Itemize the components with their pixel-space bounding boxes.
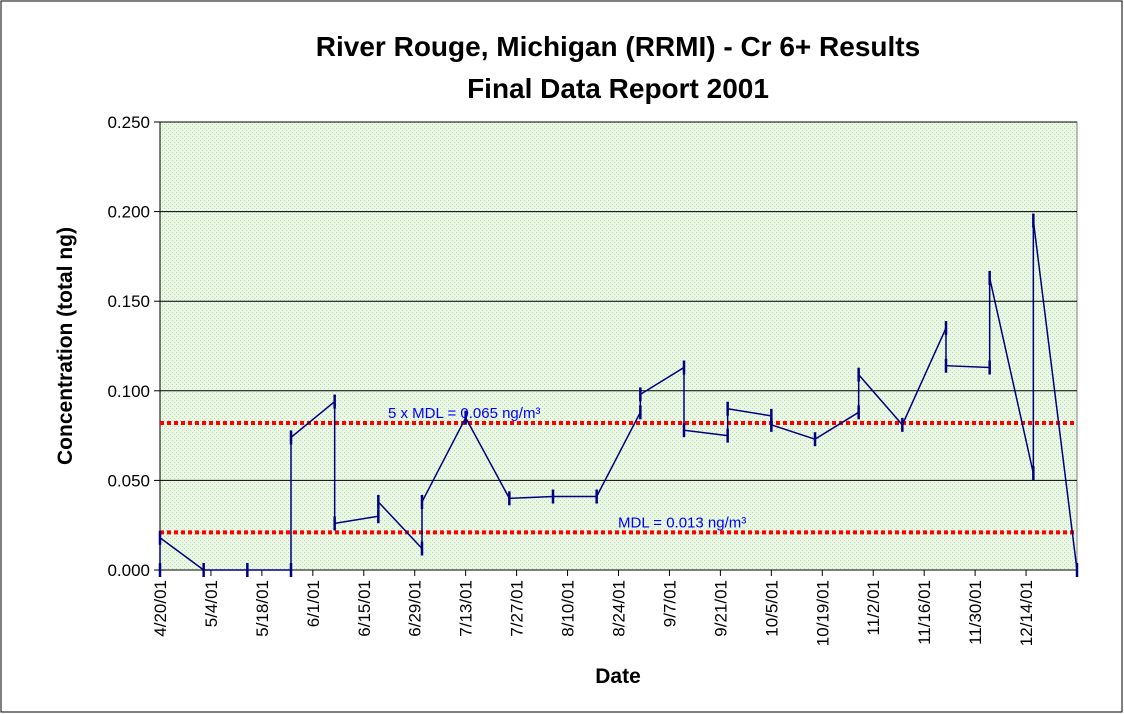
reference-label: 5 x MDL = 0.065 ng/m³ — [388, 405, 540, 422]
x-tick-label: 8/24/01 — [610, 580, 629, 637]
plot-area — [159, 121, 1078, 571]
chart-title: Final Data Report 2001 — [467, 73, 769, 104]
x-tick-label: 11/2/01 — [864, 580, 883, 635]
y-tick-label: 0.200 — [107, 203, 150, 222]
y-tick-label: 0.000 — [107, 561, 150, 580]
x-tick-label: 7/13/01 — [457, 580, 476, 637]
chart-title: River Rouge, Michigan (RRMI) - Cr 6+ Res… — [316, 31, 920, 62]
x-tick-label: 12/14/01 — [1017, 580, 1036, 646]
x-tick-label: 11/30/01 — [966, 580, 985, 645]
x-tick-label: 8/10/01 — [559, 580, 578, 637]
x-tick-label: 10/19/01 — [813, 580, 832, 646]
y-tick-label: 0.050 — [107, 471, 150, 490]
x-axis-title: Date — [595, 665, 641, 688]
y-axis-title: Concentration (total ng) — [54, 227, 77, 465]
x-tick-label: 11/16/01 — [915, 580, 934, 645]
x-tick-label: 5/4/01 — [202, 580, 221, 627]
x-tick-label: 10/5/01 — [762, 580, 781, 637]
x-tick-label: 9/7/01 — [660, 580, 679, 627]
x-tick-label: 6/1/01 — [304, 580, 323, 627]
x-tick-label: 6/29/01 — [406, 580, 425, 637]
x-tick-label: 7/27/01 — [508, 580, 527, 637]
y-tick-label: 0.250 — [107, 113, 150, 132]
y-tick-label: 0.100 — [107, 382, 150, 401]
x-tick-label: 9/21/01 — [711, 580, 730, 637]
x-tick-label: 5/18/01 — [253, 580, 272, 637]
y-tick-label: 0.150 — [107, 292, 150, 311]
reference-label: MDL = 0.013 ng/m³ — [618, 514, 746, 531]
x-tick-label: 4/20/01 — [151, 580, 170, 637]
x-tick-label: 6/15/01 — [355, 580, 374, 637]
